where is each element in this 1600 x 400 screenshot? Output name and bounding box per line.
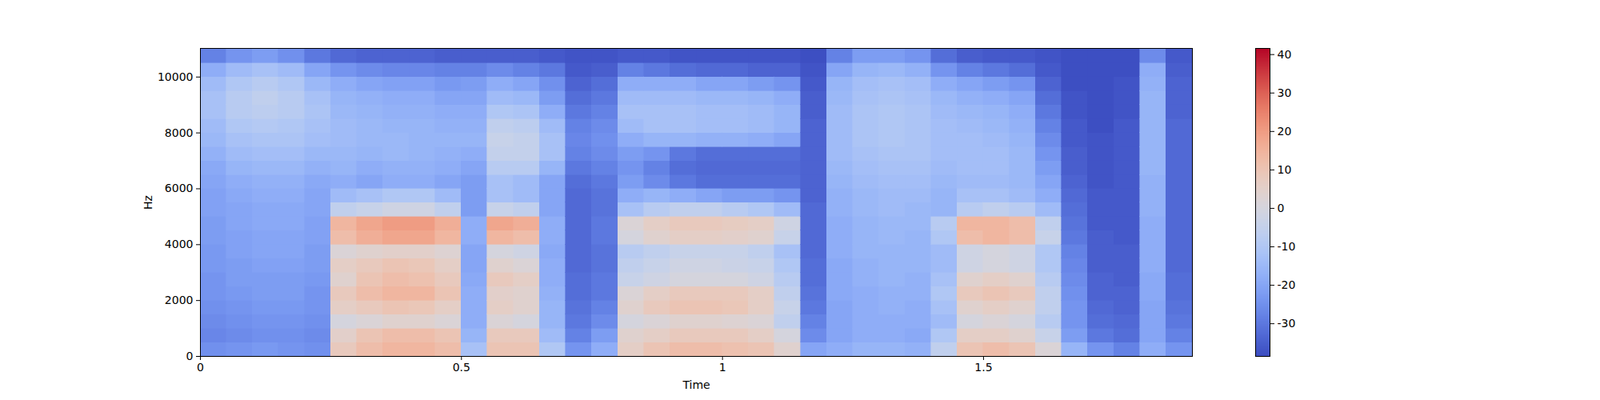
svg-text:-10: -10 <box>1277 240 1296 253</box>
svg-text:10000: 10000 <box>157 70 194 84</box>
svg-text:-30: -30 <box>1277 316 1296 330</box>
svg-text:0.5: 0.5 <box>452 360 471 374</box>
svg-text:6000: 6000 <box>164 181 194 195</box>
svg-text:8000: 8000 <box>164 126 194 140</box>
svg-text:2000: 2000 <box>164 293 194 307</box>
svg-text:Hz: Hz <box>141 195 155 210</box>
svg-text:30: 30 <box>1277 86 1292 100</box>
svg-text:Time: Time <box>681 378 710 392</box>
svg-text:-20: -20 <box>1277 278 1296 292</box>
svg-text:0: 0 <box>186 349 194 363</box>
svg-text:20: 20 <box>1277 124 1292 138</box>
svg-text:1: 1 <box>719 360 727 374</box>
svg-text:10: 10 <box>1277 163 1292 176</box>
svg-text:0: 0 <box>1277 201 1285 215</box>
svg-text:0: 0 <box>196 360 204 374</box>
svg-text:1.5: 1.5 <box>974 360 992 374</box>
svg-text:40: 40 <box>1277 48 1292 61</box>
svg-text:4000: 4000 <box>164 237 194 251</box>
